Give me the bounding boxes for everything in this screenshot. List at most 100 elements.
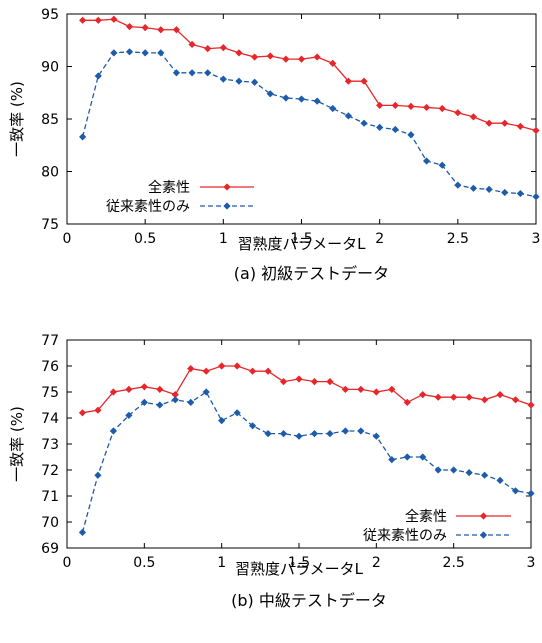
data-point — [109, 427, 117, 435]
data-point — [282, 55, 290, 63]
y-tick-label: 95 — [41, 7, 59, 23]
data-point — [279, 430, 288, 438]
data-point — [235, 49, 243, 57]
x-tick-label: 0.5 — [133, 555, 155, 571]
data-point — [188, 40, 196, 49]
y-tick-label: 85 — [41, 112, 59, 128]
y-tick-label: 69 — [41, 541, 59, 557]
data-point — [516, 122, 524, 130]
y-tick-label: 75 — [41, 217, 59, 233]
x-tick-label: 2.5 — [443, 555, 465, 571]
data-point — [516, 189, 524, 198]
data-point — [78, 528, 87, 536]
data-point — [172, 69, 181, 77]
data-point — [264, 367, 272, 375]
figure-caption: (a) 初級テストデータ — [234, 264, 389, 283]
data-point — [125, 48, 134, 56]
data-point — [202, 367, 210, 375]
x-tick-label: 1.5 — [288, 555, 310, 571]
data-point — [202, 388, 210, 396]
data-point — [297, 55, 306, 63]
data-point — [469, 184, 478, 192]
data-point — [454, 181, 462, 189]
data-point — [403, 453, 411, 461]
data-point — [310, 430, 319, 438]
data-point — [109, 388, 117, 396]
data-point — [187, 398, 195, 406]
data-point — [376, 123, 384, 131]
x-axis-label: 習熟度パラメータL — [235, 560, 364, 578]
data-point — [94, 406, 102, 414]
data-point — [469, 113, 478, 121]
data-point — [527, 489, 535, 497]
data-point — [251, 53, 259, 61]
data-point — [372, 388, 380, 396]
data-point — [341, 385, 349, 393]
data-point — [297, 95, 306, 103]
y-tick-label: 70 — [41, 515, 59, 531]
x-tick-label: 3 — [527, 555, 536, 571]
data-point — [249, 422, 257, 430]
data-point — [110, 15, 118, 23]
x-axis-label: 習熟度パラメータL — [238, 235, 367, 253]
data-point — [125, 411, 133, 419]
data-point — [438, 104, 446, 113]
data-point — [407, 131, 415, 139]
data-point — [360, 77, 368, 85]
data-point — [496, 476, 504, 484]
data-point — [360, 119, 368, 127]
x-tick-label: 0.5 — [134, 231, 156, 247]
data-point — [329, 104, 337, 113]
data-point — [310, 378, 319, 386]
data-point — [94, 471, 102, 479]
data-point — [403, 398, 411, 406]
data-point — [125, 23, 134, 31]
data-point — [156, 385, 164, 393]
data-point — [388, 456, 396, 464]
y-tick-label: 76 — [41, 359, 59, 375]
data-point — [450, 393, 458, 401]
data-point — [326, 378, 334, 386]
data-point — [249, 367, 257, 375]
data-point — [496, 391, 504, 399]
data-point — [532, 126, 540, 135]
legend-label-1: 従来素性のみ — [363, 528, 447, 544]
data-point — [501, 119, 509, 127]
data-point — [527, 401, 535, 409]
data-point — [141, 49, 149, 57]
data-point — [279, 378, 288, 386]
plot-frame — [66, 339, 532, 549]
data-point — [419, 453, 427, 461]
data-point — [450, 466, 458, 474]
y-tick-label: 72 — [41, 463, 59, 479]
data-point — [438, 161, 446, 169]
y-tick-label: 77 — [41, 333, 59, 349]
data-point — [219, 44, 227, 52]
y-axis-label: 一致率 (%) — [8, 81, 26, 157]
data-point — [388, 385, 396, 393]
data-point — [422, 157, 431, 165]
data-point — [485, 185, 493, 193]
data-point — [264, 430, 272, 438]
data-point — [188, 69, 196, 77]
x-tick-label: 1 — [219, 231, 228, 247]
data-point — [233, 362, 241, 370]
y-tick-label: 90 — [41, 60, 59, 76]
legend-swatch-marker-1 — [223, 202, 231, 210]
data-point — [313, 53, 321, 61]
data-point — [329, 59, 337, 67]
data-point — [295, 432, 303, 440]
y-tick-label: 73 — [41, 437, 59, 453]
data-point — [204, 69, 212, 77]
data-point — [344, 77, 352, 85]
data-point — [344, 112, 352, 120]
x-tick-label: 2 — [375, 231, 384, 247]
data-point — [391, 125, 399, 134]
legend-label-1: 従来素性のみ — [106, 199, 190, 215]
data-point — [282, 94, 290, 102]
data-point — [501, 188, 509, 197]
data-point — [391, 101, 399, 109]
data-point — [295, 375, 303, 383]
